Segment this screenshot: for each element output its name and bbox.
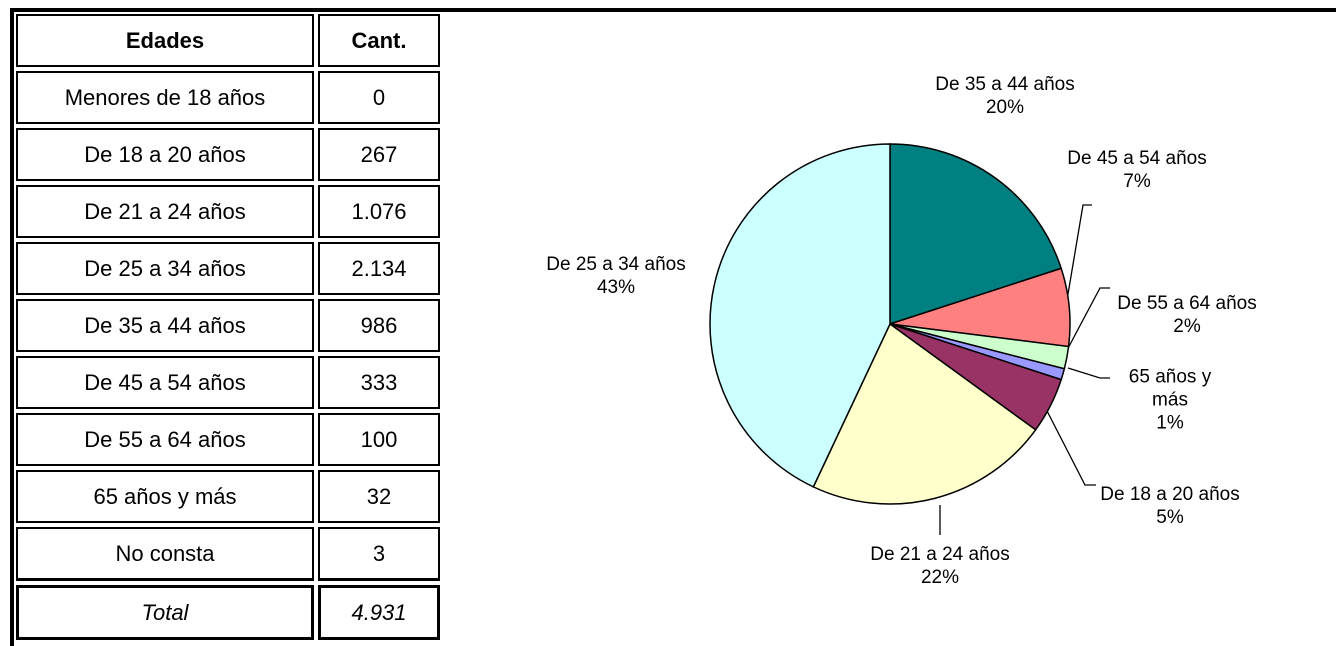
table-cell: Total bbox=[16, 585, 314, 640]
slice-percent: 20% bbox=[985, 97, 1025, 118]
table-cell: Menores de 18 años bbox=[16, 71, 314, 124]
table-cell: 32 bbox=[318, 470, 440, 523]
pie-slice bbox=[889, 143, 1063, 326]
table-cell: 4.931 bbox=[318, 585, 440, 640]
slice-label: De 25 a 34 años 43% bbox=[546, 253, 686, 299]
leader-line bbox=[1065, 287, 1110, 353]
slice-category: De 45 a 54 años bbox=[1067, 148, 1207, 169]
slice-label: De 55 a 64 años 2% bbox=[1117, 292, 1257, 338]
leader-line bbox=[1067, 367, 1110, 379]
slice-label: 65 años y más 1% bbox=[1110, 366, 1230, 435]
slice-category: De 55 a 64 años bbox=[1117, 293, 1257, 314]
table-row: De 18 a 20 años 267 bbox=[16, 128, 440, 181]
table-cell: 333 bbox=[318, 356, 440, 409]
table-cell: De 18 a 20 años bbox=[16, 128, 314, 181]
table-row: De 45 a 54 años 333 bbox=[16, 356, 440, 409]
table-cell: De 55 a 64 años bbox=[16, 413, 314, 466]
pie-slice bbox=[709, 143, 891, 488]
table-cell: 986 bbox=[318, 299, 440, 352]
table-cell: De 45 a 54 años bbox=[16, 356, 314, 409]
table-row: Edades Cant. bbox=[16, 14, 440, 67]
leader-line bbox=[1066, 204, 1092, 301]
slice-category: De 35 a 44 años bbox=[935, 74, 1075, 95]
leader-lines bbox=[939, 204, 1110, 535]
table-row: De 55 a 64 años 100 bbox=[16, 413, 440, 466]
table-row: Total 4.931 bbox=[16, 585, 440, 640]
table-cell: 100 bbox=[318, 413, 440, 466]
table-row: De 25 a 34 años 2.134 bbox=[16, 242, 440, 295]
slice-label: De 45 a 54 años 7% bbox=[1067, 147, 1207, 193]
age-table: Edades Cant. Menores de 18 años 0 De 18 a 20… bbox=[12, 10, 444, 644]
table-row: No consta 3 bbox=[16, 527, 440, 581]
table-cell: 1.076 bbox=[318, 185, 440, 238]
slice-percent: 22% bbox=[920, 567, 960, 588]
table-cell: 267 bbox=[318, 128, 440, 181]
table-row: Menores de 18 años 0 bbox=[16, 71, 440, 124]
table-cell: Cant. bbox=[318, 14, 440, 67]
table-row: 65 años y más 32 bbox=[16, 470, 440, 523]
table-cell: 2.134 bbox=[318, 242, 440, 295]
slice-category: 65 años y más bbox=[1128, 366, 1212, 411]
slice-category: De 25 a 34 años bbox=[546, 254, 686, 275]
frame-left bbox=[10, 8, 14, 646]
table-row: De 35 a 44 años 986 bbox=[16, 299, 440, 352]
slice-label: De 21 a 24 años 22% bbox=[870, 543, 1010, 589]
slice-percent: 5% bbox=[1156, 507, 1184, 528]
slice-label: De 18 a 20 años 5% bbox=[1100, 483, 1240, 529]
slice-category: De 18 a 20 años bbox=[1100, 484, 1240, 505]
table-cell: De 21 a 24 años bbox=[16, 185, 314, 238]
slice-percent: 43% bbox=[596, 277, 636, 298]
slice-category: De 21 a 24 años bbox=[870, 544, 1010, 565]
slice-percent: 2% bbox=[1173, 316, 1201, 337]
table-cell: De 25 a 34 años bbox=[16, 242, 314, 295]
table-cell: 0 bbox=[318, 71, 440, 124]
frame-top bbox=[10, 8, 1336, 12]
table-cell: 65 años y más bbox=[16, 470, 314, 523]
leader-line bbox=[1044, 406, 1096, 486]
table-cell: 3 bbox=[318, 527, 440, 581]
slice-percent: 7% bbox=[1123, 171, 1151, 192]
table-cell: No consta bbox=[16, 527, 314, 581]
slice-percent: 1% bbox=[1156, 412, 1184, 434]
table-cell: Edades bbox=[16, 14, 314, 67]
table-row: De 21 a 24 años 1.076 bbox=[16, 185, 440, 238]
table-cell: De 35 a 44 años bbox=[16, 299, 314, 352]
slice-label: De 35 a 44 años 20% bbox=[935, 73, 1075, 119]
